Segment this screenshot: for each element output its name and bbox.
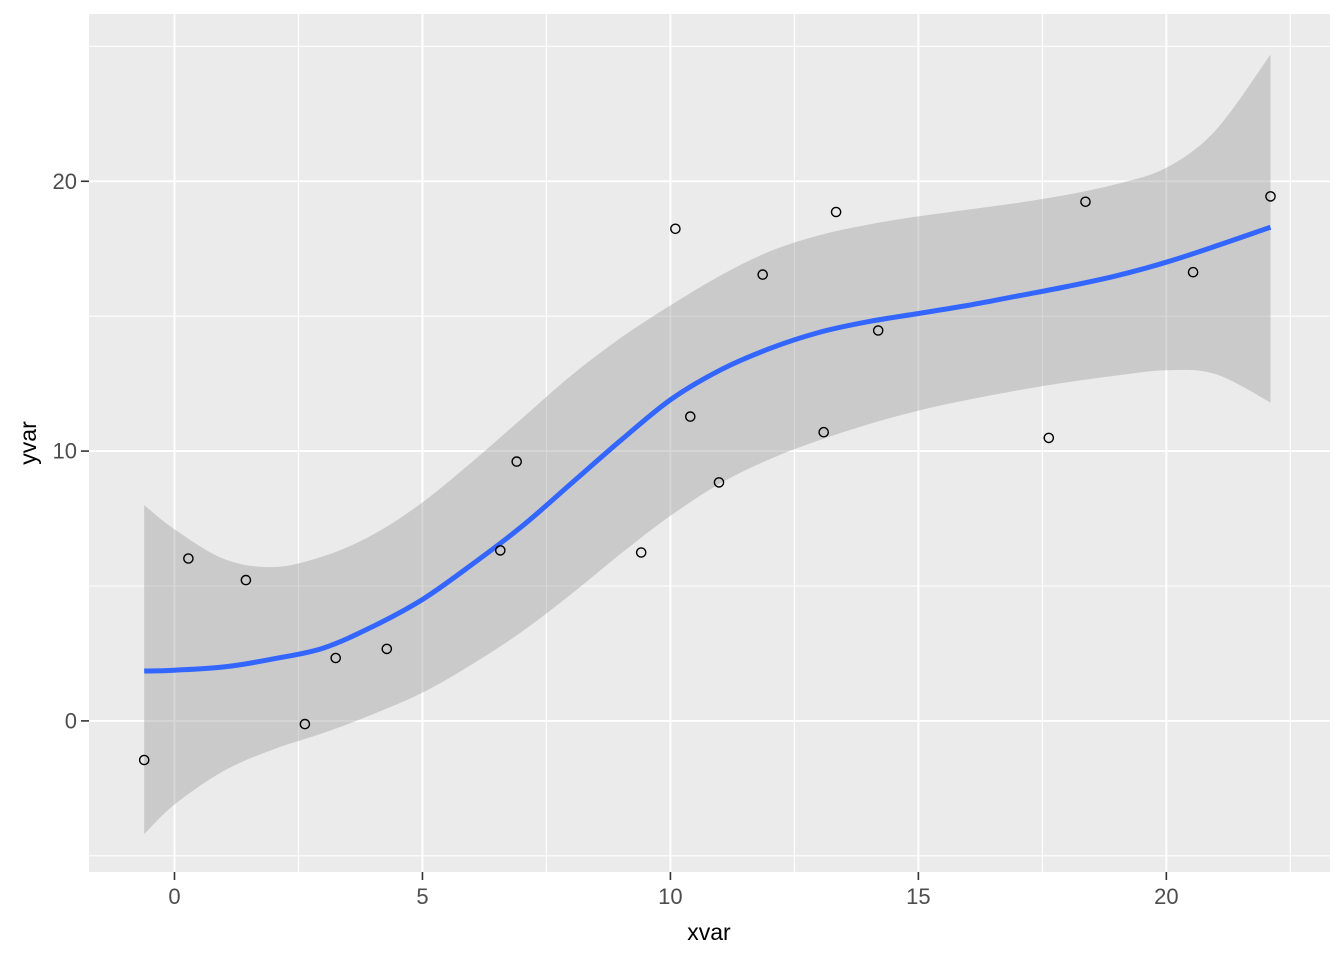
data-point [511,456,523,467]
y-tick-label: 10 [53,439,77,464]
data-point [713,477,725,488]
data-point [183,553,194,564]
smooth-line [144,224,1272,674]
data-point [330,652,342,664]
x-tick-label: 5 [416,884,428,909]
plot-generated-layers: 0 5 10 15 20 0 10 20 [53,14,1330,909]
data-point [1265,191,1276,202]
data-point [299,718,311,730]
data-point [494,545,506,556]
data-point [685,411,696,422]
data-point [635,547,647,558]
y-tick-label: 20 [53,169,77,194]
x-tick-label: 15 [906,884,930,909]
panel-background [89,14,1330,872]
data-point [1043,432,1055,444]
data-point [1187,266,1199,278]
data-point [818,426,830,438]
y-axis-title: yvar [15,421,41,465]
data-point [240,574,252,586]
data-point [830,206,842,218]
y-tick-label: 0 [65,708,77,733]
x-tick-label: 0 [168,884,180,909]
data-point [381,643,393,655]
data-point [757,269,769,280]
data-point [872,325,884,336]
confidence-ribbon [144,54,1271,835]
data-point [138,754,150,766]
data-point [1080,196,1091,208]
x-axis-title: xvar [687,919,731,945]
x-tick-label: 10 [658,884,682,909]
x-tick-label: 20 [1154,884,1178,909]
data-point [670,223,681,235]
